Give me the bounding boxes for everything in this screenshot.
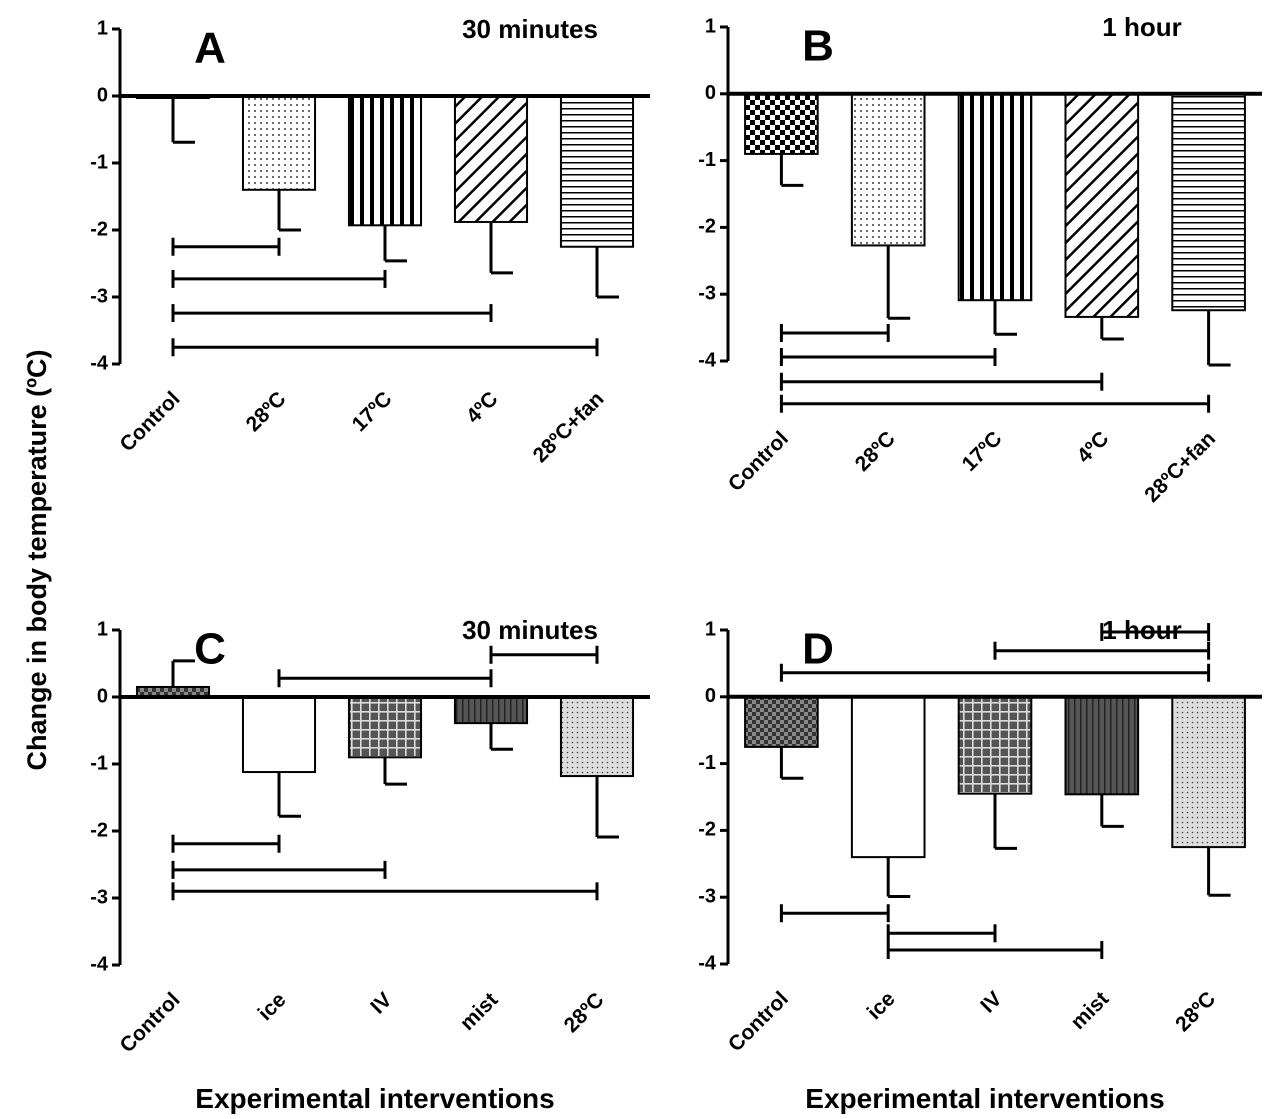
x-tick-label: 4ºC	[1073, 427, 1114, 468]
bar	[850, 695, 926, 859]
bar	[559, 95, 635, 248]
x-tick-label: 28ºC+fan	[529, 387, 609, 467]
bar	[241, 95, 317, 191]
y-tick-label: -3	[90, 285, 108, 307]
bar	[1064, 695, 1140, 796]
x-tick-label: IV	[366, 988, 396, 1018]
x-tick-label: mist	[456, 988, 503, 1035]
y-tick-label: 0	[97, 84, 108, 106]
y-tick-label: -2	[90, 819, 108, 841]
y-tick-label: -3	[698, 282, 716, 304]
bar	[1171, 695, 1246, 849]
panel-subtitle: 30 minutes	[462, 14, 598, 44]
bar	[241, 696, 317, 774]
x-axis-label: Experimental interventions	[195, 1083, 554, 1114]
panel-subtitle: 1 hour	[1102, 12, 1181, 42]
y-tick-label: -1	[90, 151, 108, 173]
bar	[559, 696, 635, 778]
x-tick-label: 28ºC	[1171, 987, 1220, 1036]
y-tick-label: 1	[705, 15, 716, 37]
y-tick-label: -4	[90, 352, 109, 374]
x-tick-label: Control	[724, 427, 793, 496]
bar	[1171, 92, 1246, 312]
y-tick-label: 1	[97, 618, 108, 640]
y-tick-label: -1	[698, 149, 716, 171]
panel-letter: A	[194, 24, 226, 73]
bar	[957, 695, 1033, 795]
panel-subtitle: 1 hour	[1102, 615, 1181, 645]
y-tick-label: 0	[705, 82, 716, 104]
x-tick-label: 17ºC	[958, 427, 1007, 476]
y-tick-label: 0	[705, 685, 716, 707]
y-axis-label: Change in body temperature (ºC)	[22, 350, 52, 771]
bar	[347, 696, 423, 759]
y-tick-label: -2	[698, 819, 716, 841]
panel-subtitle: 30 minutes	[462, 615, 598, 645]
x-tick-label: Control	[115, 387, 184, 456]
x-tick-label: mist	[1067, 987, 1114, 1034]
x-tick-label: IV	[976, 987, 1006, 1017]
panel-letter: B	[802, 22, 834, 71]
y-tick-label: -4	[698, 952, 717, 974]
y-tick-label: -3	[698, 885, 716, 907]
y-tick-label: -1	[90, 752, 108, 774]
y-tick-label: -4	[90, 953, 109, 975]
y-tick-label: 1	[705, 618, 716, 640]
bar	[1064, 92, 1140, 318]
bar	[957, 92, 1033, 302]
x-tick-label: 28ºC	[242, 387, 291, 436]
x-tick-label: Control	[115, 988, 184, 1057]
y-tick-label: -4	[698, 349, 717, 371]
y-tick-label: 0	[97, 685, 108, 707]
panel-letter: D	[802, 625, 834, 674]
y-tick-label: 1	[97, 17, 108, 39]
bar	[347, 95, 423, 227]
x-tick-label: 28ºC	[560, 988, 609, 1037]
y-tick-label: -2	[698, 216, 716, 238]
y-tick-label: -1	[698, 752, 716, 774]
x-tick-label: 28ºC+fan	[1140, 427, 1220, 507]
bar	[850, 92, 926, 247]
y-tick-label: -3	[90, 886, 108, 908]
y-tick-label: -2	[90, 218, 108, 240]
x-tick-label: ice	[863, 987, 900, 1024]
x-tick-label: ice	[254, 988, 291, 1025]
x-tick-label: 28ºC	[851, 427, 900, 476]
x-tick-label: 4ºC	[462, 387, 503, 428]
bar	[744, 92, 819, 155]
bar	[744, 695, 819, 748]
x-tick-label: 17ºC	[348, 387, 397, 436]
bar	[453, 696, 529, 725]
panel-letter: C	[194, 625, 226, 674]
x-axis-label: Experimental interventions	[805, 1083, 1164, 1114]
bar	[453, 95, 529, 223]
x-tick-label: Control	[724, 987, 793, 1056]
